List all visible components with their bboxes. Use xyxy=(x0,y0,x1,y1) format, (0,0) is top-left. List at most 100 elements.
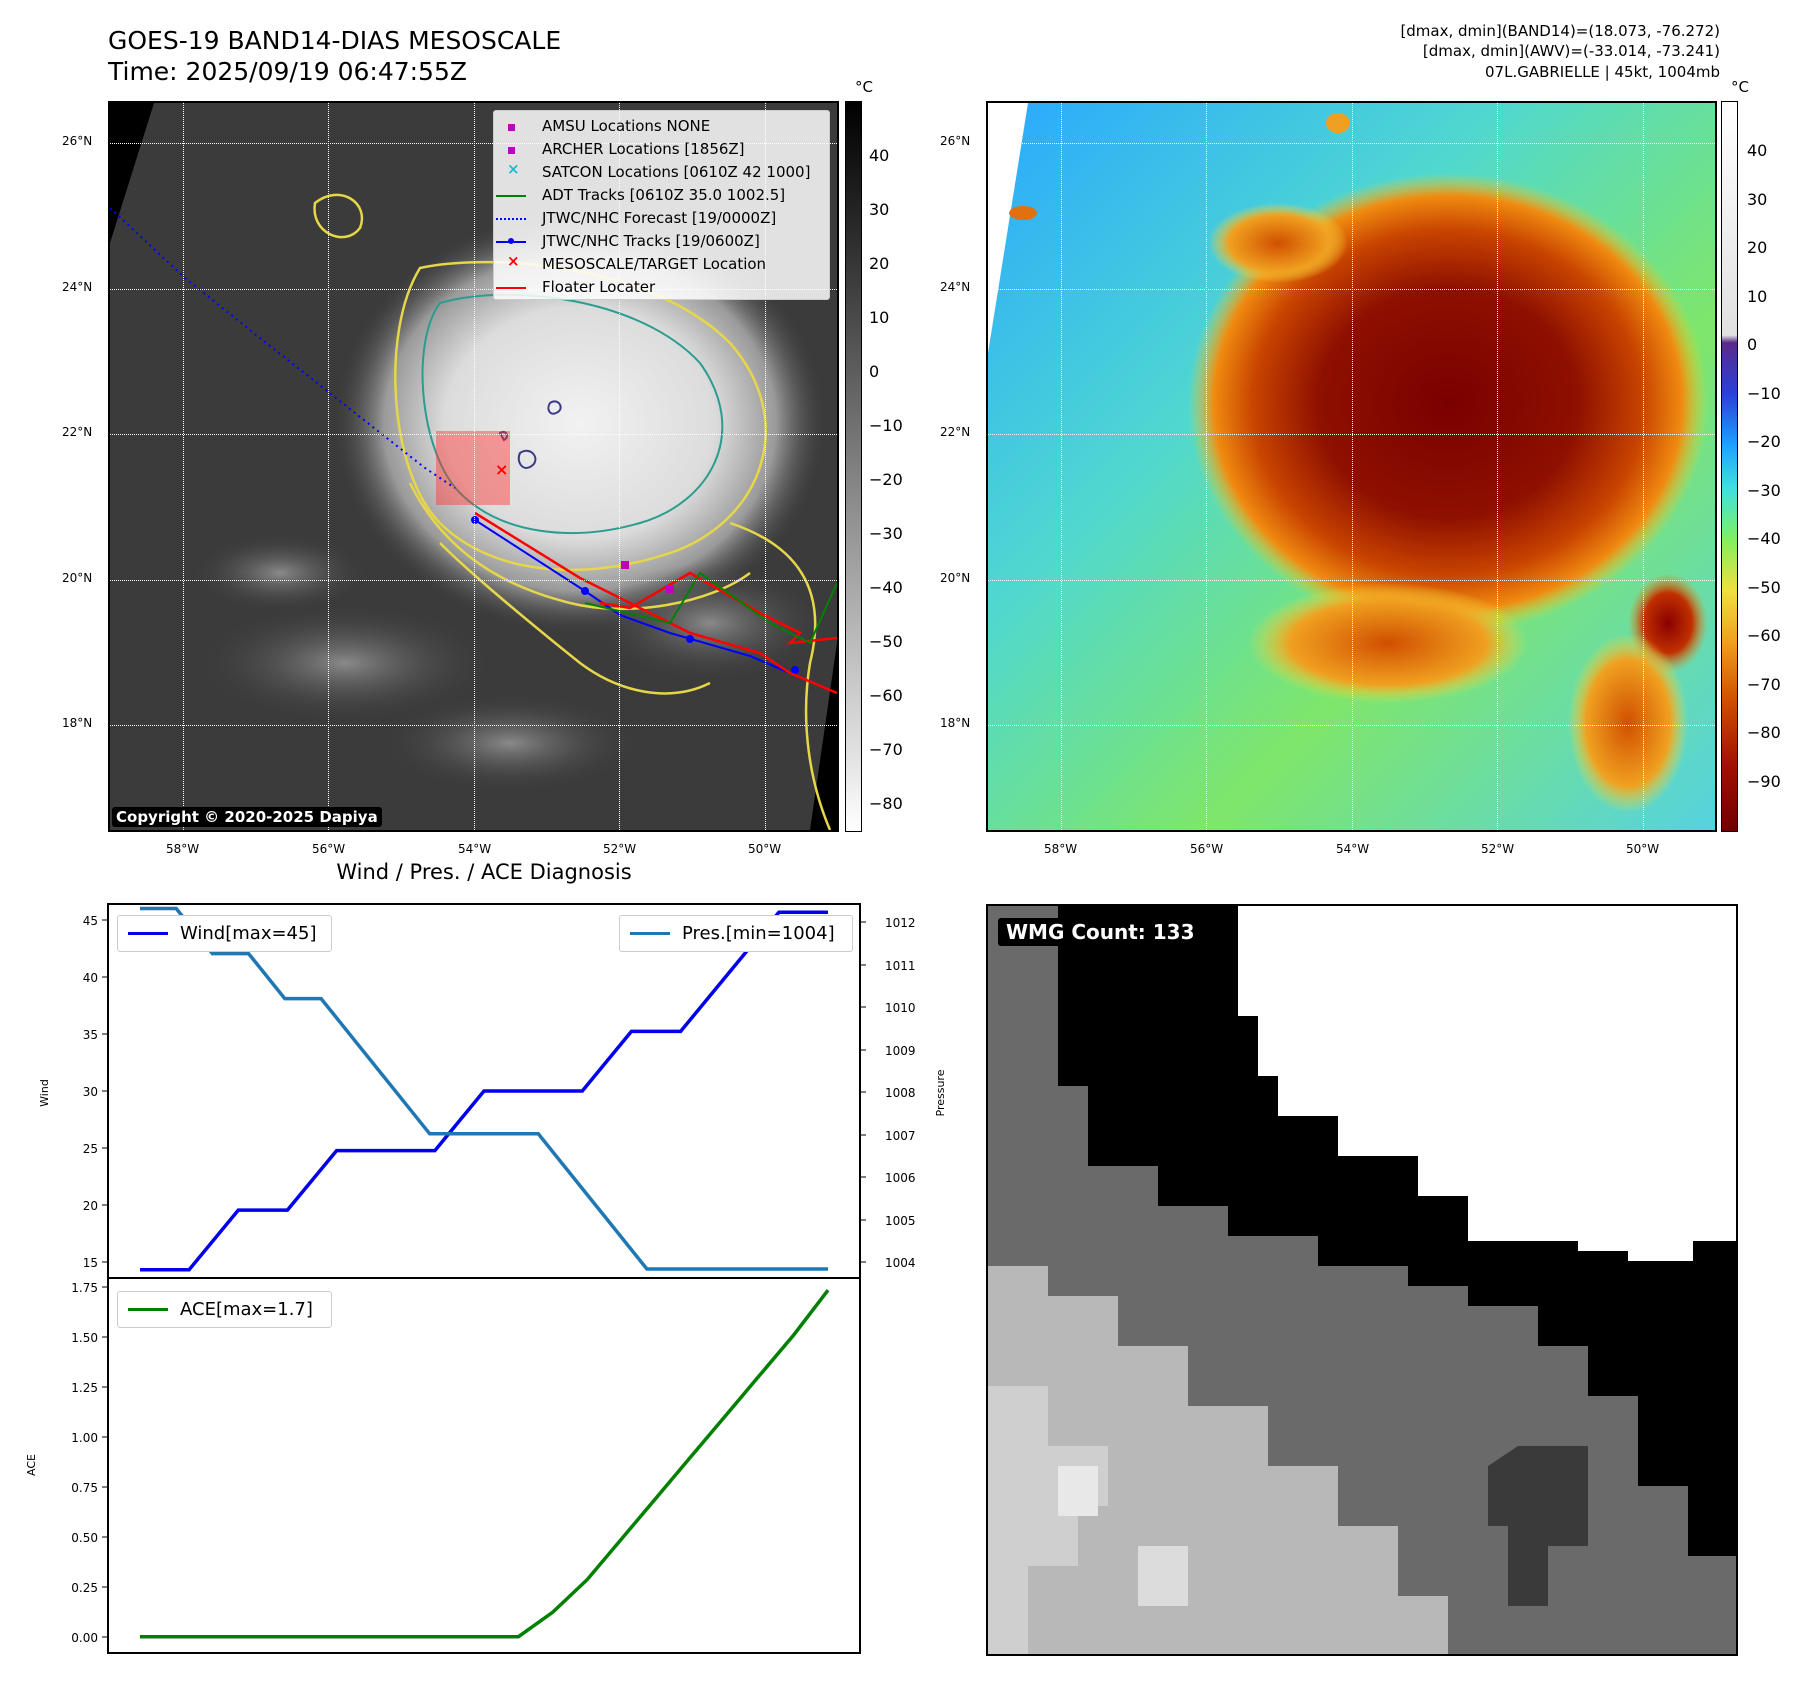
lon-label: 50°W xyxy=(1626,842,1660,856)
lat-label: 20°N xyxy=(940,571,971,585)
colorbar-tick: 30 xyxy=(1747,190,1768,209)
colorbar-tick: 40 xyxy=(869,146,890,165)
pressure-ticks: 1012 1011 1010 1009 1008 1007 1006 1005 … xyxy=(860,916,916,1270)
wmg-count-label: WMG Count: 133 xyxy=(998,918,1203,946)
legend-label: JTWC/NHC Tracks [19/0600Z] xyxy=(542,232,760,250)
lon-label: 58°W xyxy=(1044,842,1078,856)
storm-info: 07L.GABRIELLE | 45kt, 1004mb xyxy=(1485,63,1720,81)
colorbar-tick: 0 xyxy=(869,362,880,381)
wind-tick-label: 30 xyxy=(83,1085,98,1099)
lon-label: 52°W xyxy=(603,842,637,856)
legend-label: ADT Tracks [0610Z 35.0 1002.5] xyxy=(542,186,786,204)
diagnosis-title: Wind / Pres. / ACE Diagnosis xyxy=(336,860,632,884)
colorbar-tick: 10 xyxy=(1747,287,1768,306)
colorbar-tick: −40 xyxy=(869,578,903,597)
colorbar-tick: 30 xyxy=(869,200,890,219)
lat-label: 26°N xyxy=(62,134,93,148)
ir-colorbar xyxy=(845,101,862,832)
ace-series-line xyxy=(140,1289,830,1639)
legend-label: SATCON Locations [0610Z 42 1000] xyxy=(542,163,811,181)
ace-line-icon xyxy=(128,1308,168,1311)
pressure-legend-label: Pres.[min=1004] xyxy=(682,923,835,944)
ace-tick-label: 1.50 xyxy=(71,1331,98,1345)
ace-tick-label: 0.50 xyxy=(71,1531,98,1545)
line-marker-icon xyxy=(496,287,526,289)
pressure-tick-label: 1005 xyxy=(885,1214,916,1228)
colorbar-tick: −30 xyxy=(1747,481,1781,500)
wmg-panel: WMG Count: 133 xyxy=(986,904,1738,1656)
colorbar-tick: −30 xyxy=(869,524,903,543)
awv-map-panel xyxy=(986,101,1717,832)
ace-ticks: 1.75 1.50 1.25 1.00 0.75 0.50 0.25 0.00 xyxy=(71,1281,108,1645)
wind-legend-label: Wind[max=45] xyxy=(180,923,317,944)
ir-map-panel: × AMSU Locations NONE ARCHER Locations [… xyxy=(108,101,839,832)
ace-tick-label: 1.25 xyxy=(71,1381,98,1395)
colorbar-tick: −60 xyxy=(1747,626,1781,645)
pressure-tick-label: 1007 xyxy=(885,1129,916,1143)
dotted-line-icon xyxy=(496,218,526,220)
colorbar-tick: 20 xyxy=(869,254,890,273)
ace-tick-label: 1.75 xyxy=(71,1281,98,1295)
colorbar-tick: −40 xyxy=(1747,529,1781,548)
lat-label: 18°N xyxy=(940,716,971,730)
lat-label: 18°N xyxy=(62,716,93,730)
lat-label: 24°N xyxy=(940,280,971,294)
square-marker-icon xyxy=(508,124,515,131)
awv-colorbar-unit: °C xyxy=(1731,78,1749,96)
colorbar-tick: −50 xyxy=(869,632,903,651)
wind-tick-label: 25 xyxy=(83,1142,98,1156)
wind-tick-label: 20 xyxy=(83,1199,98,1213)
wind-tick-label: 45 xyxy=(83,914,98,928)
legend-label: AMSU Locations NONE xyxy=(542,117,711,135)
ace-tick-label: 1.00 xyxy=(71,1431,98,1445)
lon-label: 54°W xyxy=(1336,842,1370,856)
colorbar-tick: −80 xyxy=(869,794,903,813)
ace-legend-label: ACE[max=1.7] xyxy=(180,1299,313,1320)
pressure-axis-label: Pressure xyxy=(934,1069,947,1116)
lon-label: 50°W xyxy=(748,842,782,856)
ace-axis-label: ACE xyxy=(25,1454,38,1476)
ir-legend: AMSU Locations NONE ARCHER Locations [18… xyxy=(493,110,830,300)
lat-label: 20°N xyxy=(62,571,93,585)
ir-colorbar-unit: °C xyxy=(855,78,873,96)
lon-label: 58°W xyxy=(166,842,200,856)
svg-text:×: × xyxy=(495,460,508,479)
wmg-image xyxy=(988,906,1736,1654)
wind-pressure-frame xyxy=(107,903,861,1279)
legend-label: MESOSCALE/TARGET Location xyxy=(542,255,767,273)
legend-label: Floater Locater xyxy=(542,278,656,296)
wind-tick-label: 35 xyxy=(83,1028,98,1042)
stats-band14: [dmax, dmin](BAND14)=(18.073, -76.272) xyxy=(1400,22,1720,40)
x-marker-icon: × xyxy=(507,252,520,270)
line-marker-icon xyxy=(496,195,526,197)
colorbar-tick: 40 xyxy=(1747,141,1768,160)
figure-title: GOES-19 BAND14-DIAS MESOSCALE xyxy=(108,26,562,55)
pressure-series-line xyxy=(140,906,828,1271)
ace-tick-label: 0.00 xyxy=(71,1631,98,1645)
lat-label: 24°N xyxy=(62,280,93,294)
lat-label: 22°N xyxy=(62,425,93,439)
pressure-tick-label: 1008 xyxy=(885,1086,916,1100)
lat-label: 22°N xyxy=(940,425,971,439)
lon-label: 56°W xyxy=(312,842,346,856)
colorbar-tick: −20 xyxy=(1747,432,1781,451)
pressure-tick-label: 1011 xyxy=(885,959,916,973)
x-marker-icon: × xyxy=(507,160,520,178)
figure-time: Time: 2025/09/19 06:47:55Z xyxy=(108,57,467,86)
colorbar-tick: −90 xyxy=(1747,772,1781,791)
wind-ticks: 45 40 35 30 25 20 15 xyxy=(83,914,108,1270)
pressure-tick-label: 1009 xyxy=(885,1044,916,1058)
wind-line-icon xyxy=(128,932,168,935)
lat-label: 26°N xyxy=(940,134,971,148)
awv-map-image xyxy=(988,103,1715,830)
colorbar-tick: −80 xyxy=(1747,723,1781,742)
pressure-tick-label: 1006 xyxy=(885,1171,916,1185)
pressure-tick-label: 1004 xyxy=(885,1256,916,1270)
lon-label: 56°W xyxy=(1190,842,1224,856)
ace-legend: ACE[max=1.7] xyxy=(117,1291,332,1328)
wind-series-line xyxy=(140,910,828,1272)
colorbar-tick: −10 xyxy=(1747,384,1781,403)
pressure-line-icon xyxy=(630,932,670,935)
pressure-tick-label: 1010 xyxy=(885,1001,916,1015)
legend-label: JTWC/NHC Forecast [19/0000Z] xyxy=(542,209,777,227)
